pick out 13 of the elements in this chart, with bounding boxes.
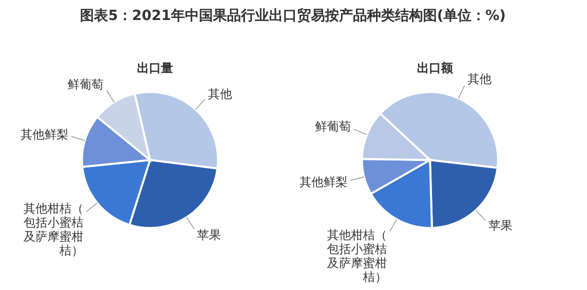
slice-label: 苹果 (197, 228, 222, 242)
slice-label: 苹果 (488, 218, 512, 233)
slice-label: 鲜葡萄 (314, 120, 351, 134)
chart-title: 出口额 (417, 61, 454, 75)
chart-title: 出口量 (137, 61, 173, 75)
text: 图表5：2021年中国果品行业出口贸易按产品种类结构图(单位：%) (80, 7, 506, 24)
slice-label: 其他 (208, 86, 232, 101)
slice-label: 其他柑桔（包括小蜜桔及萨摩蜜柑桔） (326, 228, 387, 284)
slice-label: 其他 (467, 72, 492, 86)
slice-label: 鲜葡萄 (68, 77, 104, 92)
slice-label: 其他鲜梨 (20, 127, 68, 142)
slice-label: 其他柑桔（包括小蜜桔及萨摩蜜柑桔） (23, 201, 84, 258)
slice-label: 其他鲜梨 (300, 175, 348, 190)
